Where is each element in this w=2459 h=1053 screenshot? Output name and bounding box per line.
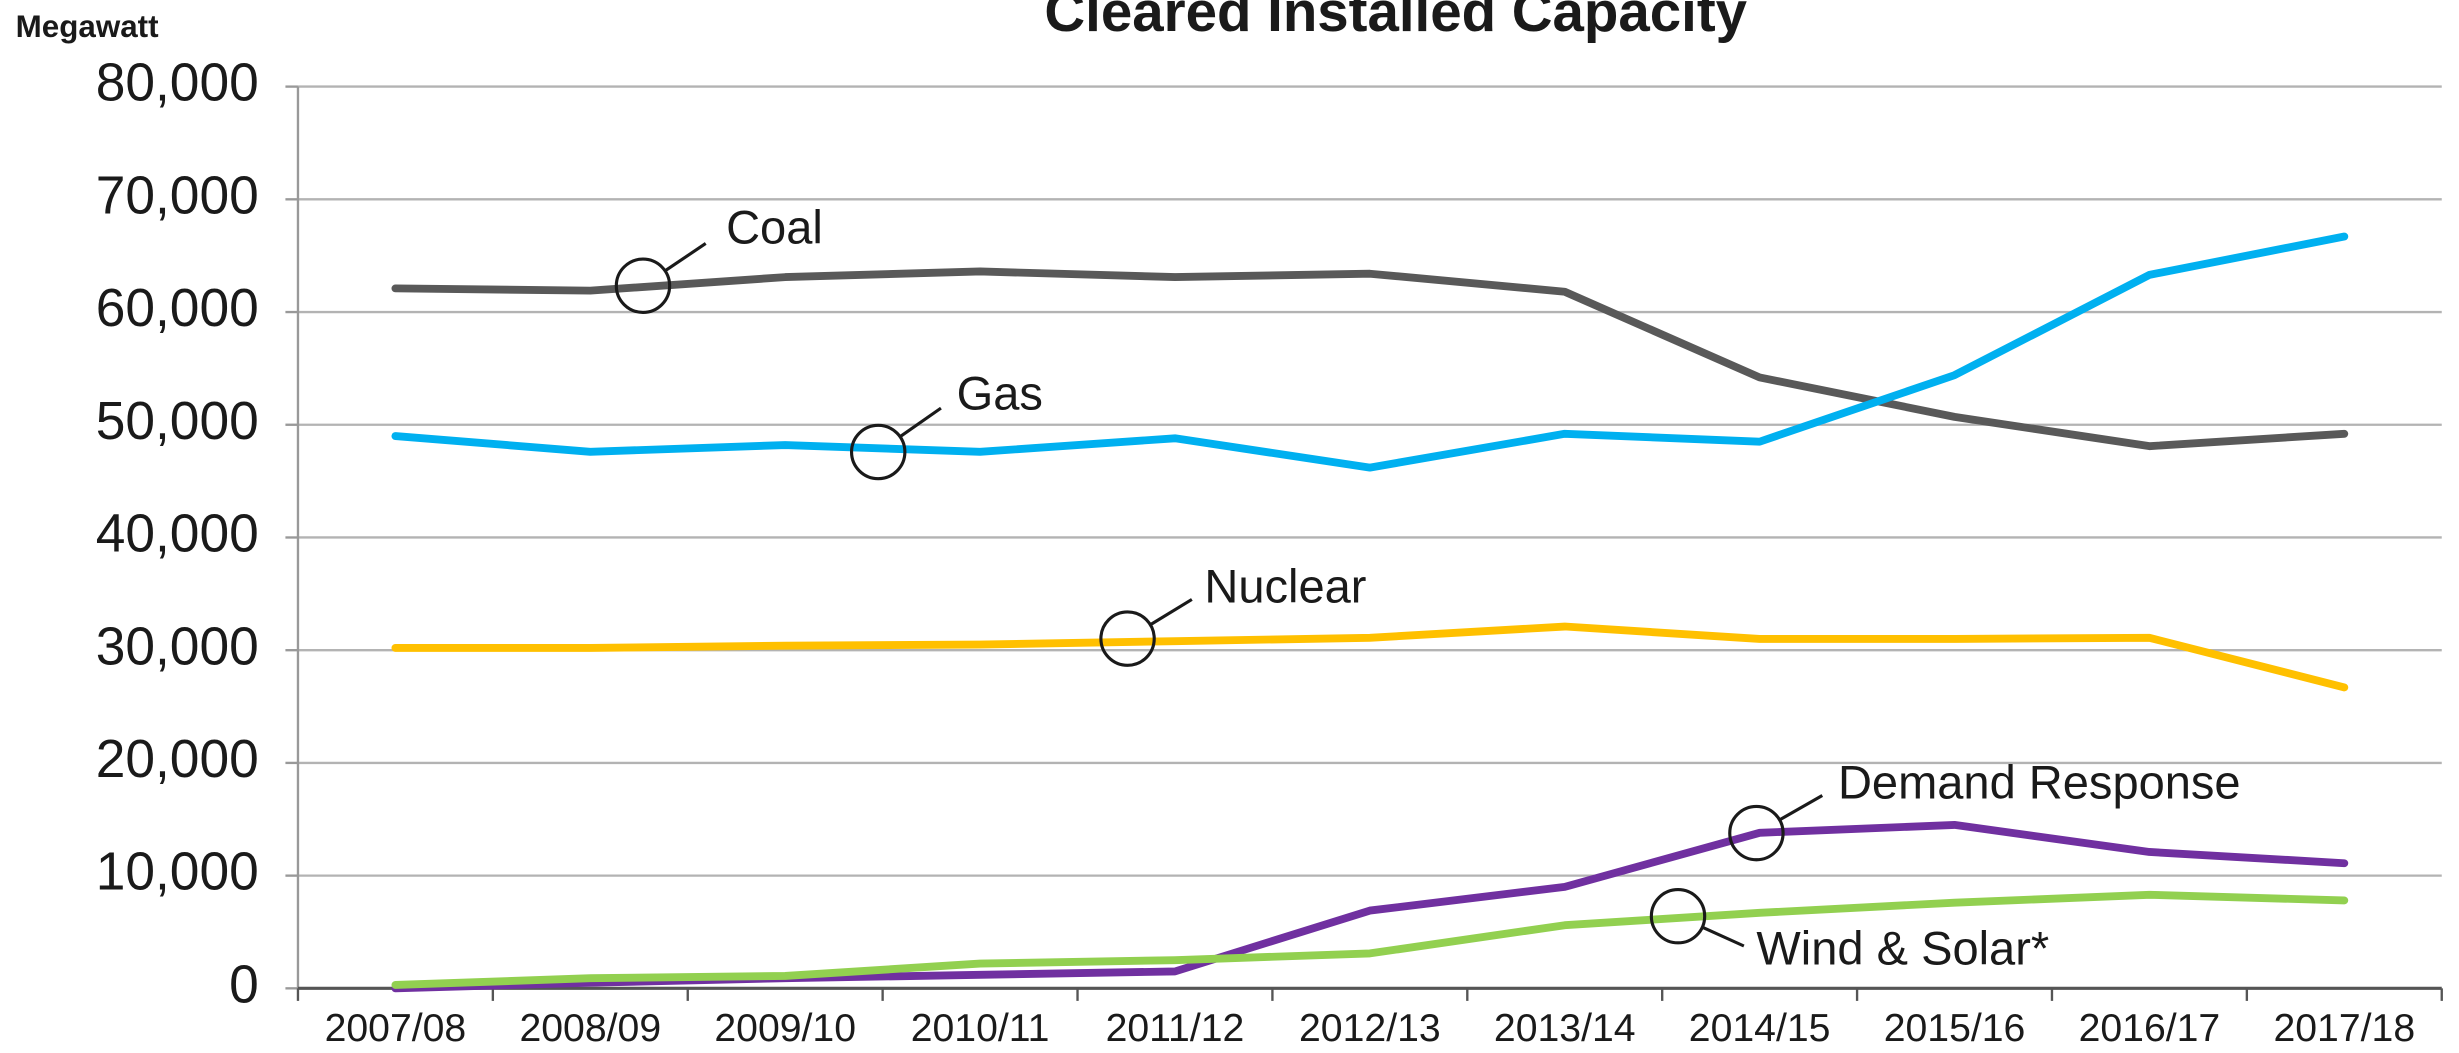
series-line	[391, 890, 2349, 989]
series-line	[391, 820, 2349, 993]
annotation-circle	[1728, 804, 1785, 862]
annotation-leader	[1149, 598, 1193, 627]
x-tick-label: 2016/17	[2079, 1007, 2221, 1050]
annotation-leader	[1701, 925, 1745, 948]
series-label: Gas	[957, 367, 1043, 420]
series-label: Coal	[726, 200, 823, 253]
y-tick-label: 10,000	[96, 843, 259, 902]
x-tick-label: 2009/10	[714, 1007, 856, 1050]
x-tick-label: 2013/14	[1494, 1007, 1636, 1050]
y-tick-label: 30,000	[96, 617, 259, 676]
y-tick-label: 20,000	[96, 730, 259, 789]
y-tick-label: 60,000	[96, 279, 259, 338]
y-tick-label: 70,000	[96, 166, 259, 225]
annotation-circle	[849, 423, 907, 481]
annotation-circle	[1099, 610, 1156, 667]
x-tick-label: 2007/08	[325, 1007, 467, 1050]
x-tick-label: 2008/09	[519, 1007, 661, 1050]
chart-title: Cleared Installed Capacity	[1044, 0, 1747, 43]
annotation-circle	[1649, 887, 1707, 945]
annotation-circle	[614, 257, 672, 315]
x-tick-label: 2014/15	[1689, 1007, 1831, 1050]
series-line	[391, 232, 2349, 472]
y-axis-label: Megawatt	[16, 9, 159, 44]
series-line	[391, 622, 2349, 692]
x-tick-label: 2012/13	[1299, 1007, 1441, 1050]
x-tick-label: 2015/16	[1884, 1007, 2026, 1050]
y-tick-label: 50,000	[96, 392, 259, 451]
x-tick-label: 2011/12	[1106, 1007, 1245, 1050]
x-tick-label: 2010/11	[911, 1007, 1050, 1050]
series-line	[391, 267, 2349, 451]
series-label: Wind & Solar*	[1756, 922, 2049, 975]
y-tick-label: 0	[229, 955, 259, 1014]
y-tick-label: 40,000	[96, 505, 259, 564]
series-label: Nuclear	[1204, 559, 1366, 612]
y-tick-label: 80,000	[96, 54, 259, 113]
series-label: Demand Response	[1838, 755, 2241, 808]
annotation-leader	[899, 406, 942, 439]
x-tick-label: 2017/18	[2273, 1007, 2415, 1050]
annotation-leader	[1778, 794, 1824, 822]
annotation-leader	[664, 242, 707, 273]
